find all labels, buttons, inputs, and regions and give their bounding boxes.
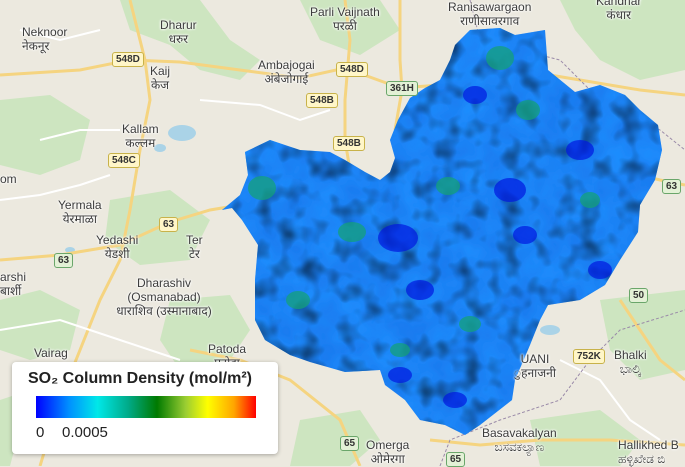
place-local-name: राणीसावरगाव	[460, 14, 520, 28]
place-kandhar: Kandhar कंधार	[596, 0, 641, 22]
place-name: Ambajogai	[258, 58, 315, 72]
place-local-name: कंधार	[606, 8, 631, 22]
place-dharashiv: Dharashiv (Osmanabad) धाराशिव (उस्मानाबा…	[116, 276, 212, 318]
place-local-name: बार्शी	[0, 284, 22, 298]
place-name: Yermala	[58, 198, 102, 212]
place-name: Ranisawargaon	[448, 0, 532, 14]
place-parli: Parli Vaijnath परळी	[310, 5, 380, 33]
place-local-name: कल्लम	[125, 136, 156, 150]
place-name: Omerga	[366, 438, 410, 452]
legend-max-label: 0.0005	[62, 424, 108, 441]
legend-min-label: 0	[36, 424, 45, 441]
state-border	[469, 0, 685, 151]
road-shield: 63	[54, 253, 74, 268]
place-local-name: धाराशिव (उस्मानाबाद)	[116, 304, 212, 318]
road-shield: 548D	[336, 62, 368, 77]
place-ranisawargaon: Ranisawargaon राणीसावरगाव	[448, 0, 531, 28]
place-yermala: Yermala येरमाळा	[58, 198, 102, 226]
place-kaij: Kaij केज	[150, 64, 170, 92]
place-ambajogai: Ambajogai अंबेजोगाई	[258, 58, 315, 86]
place-local-name: नेकनूर	[22, 39, 50, 53]
place-name: arshi	[0, 270, 27, 284]
place-local-name: येरमाळा	[62, 212, 97, 226]
place-name: Bhalki	[614, 348, 647, 362]
road-shield: 63	[662, 179, 682, 194]
legend-title: SO₂ Column Density (mol/m²)	[28, 370, 253, 387]
legend-color-ramp	[36, 396, 256, 418]
place-om: om	[0, 172, 17, 186]
place-name: Ter	[186, 233, 203, 247]
place-name: Patoda	[208, 342, 247, 356]
place-yedashi: Yedashi येडशी	[96, 233, 138, 261]
place-local-name: अंबेजोगाई	[264, 72, 309, 86]
place-neknoor: Neknoor नेकनूर	[22, 25, 67, 53]
place-local-name: टेर	[188, 247, 200, 261]
place-hallikhed: Hallikhed B ಹಳ್ಳಿಖೇಡ ಬಿ	[618, 438, 679, 466]
road-shield: 50	[629, 288, 649, 303]
road-shield: 548B	[306, 93, 338, 108]
road-shield: 65	[340, 436, 360, 451]
place-local-name: केज	[150, 78, 170, 92]
place-local-name: परळी	[332, 19, 357, 33]
so2-green-patches	[248, 46, 600, 357]
place-omerga: Omerga ओमेरगा	[366, 438, 409, 466]
place-name: Hallikhed B	[618, 438, 679, 452]
place-local-name: धरुर	[168, 32, 189, 46]
road-shield: 752K	[573, 349, 605, 364]
road-shield: 65	[446, 452, 466, 467]
road-shield: 548B	[333, 136, 365, 151]
place-name: om	[0, 172, 17, 186]
place-local-name: येडशी	[104, 247, 130, 261]
state-border-south	[439, 309, 685, 466]
place-local-name: ुहनाजनी	[514, 366, 556, 380]
place-local-name: ಭಾಲ್ಕಿ	[619, 362, 641, 376]
place-name: Kaij	[150, 64, 171, 78]
place-kallam: Kallam कल्लम	[122, 122, 159, 150]
place-local-name: ಬಸವಕಲ್ಯಾಣ	[494, 440, 545, 454]
place-name: Basavakalyan	[482, 426, 557, 440]
place-name: Neknoor	[22, 25, 68, 39]
place-ter: Ter टेर	[186, 233, 203, 261]
place-name: Kandhar	[596, 0, 642, 8]
place-name: Parli Vaijnath	[310, 5, 380, 19]
place-barshi: arshi बार्शी	[0, 270, 26, 298]
place-name: Vairag	[34, 346, 68, 360]
road-shield: 548C	[108, 153, 140, 168]
place-name: UANI	[520, 352, 550, 366]
road-shield: 548D	[112, 52, 144, 67]
place-vairag: Vairag	[34, 346, 68, 360]
place-name: Yedashi	[96, 233, 139, 247]
place-bhalki: Bhalki ಭಾಲ್ಕಿ	[614, 348, 647, 376]
place-name: Dharashiv (Osmanabad)	[127, 276, 201, 304]
road-shield: 361H	[386, 81, 418, 96]
so2-low-patches	[378, 86, 612, 408]
place-local-name: ओमेरगा	[370, 452, 405, 466]
place-name: Dharur	[160, 18, 197, 32]
place-name: Kallam	[122, 122, 159, 136]
place-dharur: Dharur धरुर	[160, 18, 197, 46]
road-shield: 63	[159, 217, 179, 232]
place-local-name: ಹಳ್ಳಿಖೇಡ ಬಿ	[618, 452, 666, 466]
legend-panel: SO₂ Column Density (mol/m²) 0 0.0005	[12, 362, 278, 454]
place-basavakalyan: Basavakalyan ಬಸವಕಲ್ಯಾಣ	[482, 426, 557, 454]
place-humnabad: UANI ुहनाजनी	[514, 352, 556, 380]
